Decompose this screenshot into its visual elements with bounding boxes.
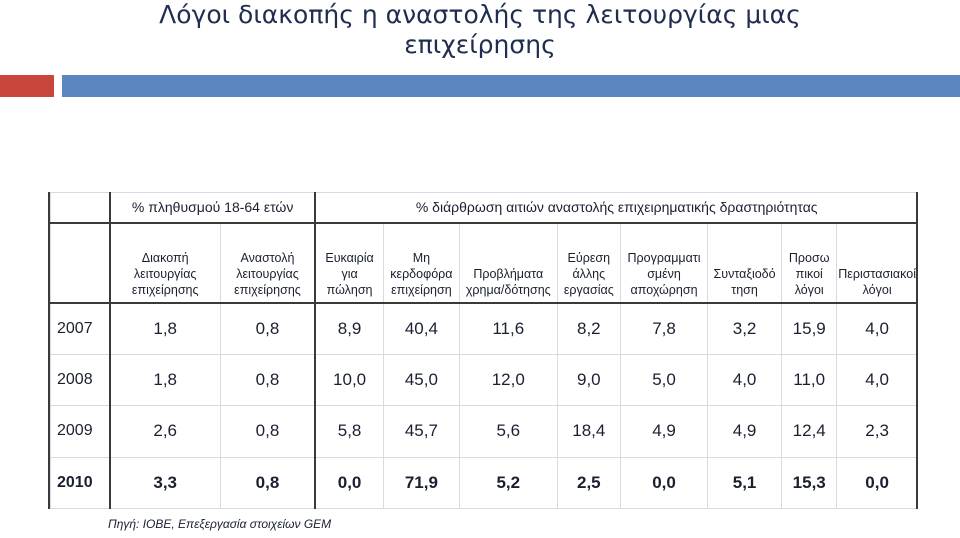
column-header-line: Διακοπή: [141, 250, 189, 265]
column-header: Προβλήματα χρημα/δότησης: [459, 222, 558, 303]
table-cell: 0,0: [314, 456, 384, 509]
column-header: Μη κερδοφόρα επιχείρηση: [382, 222, 461, 303]
table-cell: 5,0: [620, 353, 708, 406]
table-row: 2010 3,3 0,8 0,0 71,9 5,2 2,5 0,0 5,1 15,3 0,0: [49, 456, 918, 509]
table-cell: 11,0: [781, 353, 838, 406]
column-header-line: Προγραμματι: [627, 250, 701, 265]
column-header-line: επιχείρησης: [131, 282, 199, 297]
column-header-line: Συνταξιοδό: [713, 266, 776, 281]
table-cell: 45,0: [382, 353, 461, 406]
column-header-line: Περιστασιακοί: [838, 266, 916, 281]
column-header-line: Αναστολή: [240, 250, 295, 265]
table-cell: 4,0: [706, 353, 783, 406]
table-cell: 0,0: [620, 456, 708, 509]
row-year: 2009: [49, 405, 111, 458]
table-cell: 8,9: [314, 301, 384, 355]
column-header-line: επιχείρησης: [234, 282, 301, 297]
business-closure-table: % πληθυσμού 18-64 ετών % διάρθρωση αιτιώ…: [49, 192, 919, 509]
column-header: Συνταξιοδό τηση: [706, 222, 783, 303]
table-cell: 3,2: [706, 301, 783, 355]
table-cell: 0,0: [836, 456, 918, 509]
column-header-line: χρημα/δότησης: [465, 282, 551, 297]
column-header-line: λόγοι: [794, 282, 824, 297]
table-cell: 12,0: [459, 353, 558, 406]
corner-cell: [49, 222, 111, 303]
table-cell: 1,8: [109, 301, 221, 355]
column-header: Αναστολή λειτουργίας επιχείρησης: [219, 222, 317, 303]
column-header-line: κερδοφόρα: [390, 266, 453, 281]
table-right-border: [916, 192, 918, 509]
column-header-line: Εύρεση: [567, 250, 611, 265]
table-cell: 2,5: [556, 456, 622, 509]
row-year: 2008: [49, 353, 111, 406]
table-cell: 45,7: [382, 405, 461, 458]
table-cell: 3,3: [109, 456, 221, 509]
table-cell: 2,3: [836, 405, 918, 458]
column-header-line: εργασίας: [563, 282, 614, 297]
table-row: 2008 1,8 0,8 10,0 45,0 12,0 9,0 5,0 4,0 11,0 4,0: [49, 353, 918, 406]
column-header-line: τηση: [731, 282, 758, 297]
table-cell: 15,3: [781, 456, 838, 509]
row-year: 2010: [49, 456, 111, 509]
table-cell: 7,8: [620, 301, 708, 355]
table-cell: 11,6: [459, 301, 558, 355]
table-cell: 1,8: [109, 353, 221, 406]
table-cell: 4,9: [620, 405, 708, 458]
group-header-causes: % διάρθρωση αιτιών αναστολής επιχειρηματ…: [314, 192, 919, 224]
column-header-line: επιχείρηση: [391, 282, 452, 297]
table-cell: 8,2: [556, 301, 622, 355]
column-header: Προγραμματι σμένη αποχώρηση: [620, 222, 708, 303]
column-header-line: σμένη: [647, 266, 681, 281]
table-cell: 5,8: [314, 405, 384, 458]
table-cell: 10,0: [314, 353, 384, 406]
table-row: 2009 2,6 0,8 5,8 45,7 5,6 18,4 4,9 4,9 12,4 2,3: [49, 405, 918, 458]
slide-title-line1: Λόγοι διακοπής η αναστολής της λειτουργί…: [159, 0, 801, 29]
table-left-border: [48, 192, 50, 509]
table-cell: 5,2: [459, 456, 558, 509]
table-cell: 4,0: [836, 301, 918, 355]
column-header-line: Προσω: [788, 250, 830, 265]
slide-title: Λόγοι διακοπής η αναστολής της λειτουργί…: [0, 0, 960, 60]
column-header-line: λειτουργίας: [133, 266, 197, 281]
table-cell: 0,8: [219, 456, 317, 509]
accent-bar-red: [0, 75, 54, 97]
table-cell: 5,1: [706, 456, 783, 509]
table-cell: 12,4: [781, 405, 838, 458]
column-header-line: αποχώρηση: [630, 282, 698, 297]
slide-title-line2: επιχείρησης: [404, 30, 556, 59]
corner-cell: [49, 192, 111, 224]
table-cell: 4,0: [836, 353, 918, 406]
table-cell: 4,9: [706, 405, 783, 458]
table-cell: 5,6: [459, 405, 558, 458]
column-header-line: Ευκαιρία: [325, 250, 374, 265]
column-header-line: Μη: [412, 250, 431, 265]
group-header-population: % πληθυσμού 18-64 ετών: [109, 192, 317, 224]
row-year: 2007: [49, 301, 111, 355]
column-header: Εύρεση άλλης εργασίας: [556, 222, 622, 303]
source-note: Πηγή: ΙΟΒΕ, Επεξεργασία στοιχείων GEM: [108, 517, 332, 531]
column-header-line: λειτουργίας: [236, 266, 299, 281]
column-header: Ευκαιρία για πώληση: [314, 222, 384, 303]
column-header-line: πικοί: [795, 266, 823, 281]
column-header-line: πώληση: [326, 282, 373, 297]
table-cell: 0,8: [219, 353, 317, 406]
table-cell: 15,9: [781, 301, 838, 355]
column-header: Περιστασιακοί λόγοι: [836, 222, 918, 303]
table-row: 2007 1,8 0,8 8,9 40,4 11,6 8,2 7,8 3,2 15,9 4,0: [49, 301, 918, 355]
table-cell: 18,4: [556, 405, 622, 458]
column-header: Προσω πικοί λόγοι: [781, 222, 838, 303]
column-header-line: για: [341, 266, 358, 281]
column-header: Διακοπή λειτουργίας επιχείρησης: [109, 222, 221, 303]
column-header-line: Προβλήματα: [473, 266, 544, 281]
table-cell: 9,0: [556, 353, 622, 406]
table-cell: 0,8: [219, 405, 317, 458]
table-cell: 0,8: [219, 301, 317, 355]
table-cell: 2,6: [109, 405, 221, 458]
column-header-line: άλλης: [572, 266, 606, 281]
accent-bar-blue: [62, 75, 960, 97]
table-cell: 40,4: [382, 301, 461, 355]
table-cell: 71,9: [382, 456, 461, 509]
column-header-line: λόγοι: [862, 282, 892, 297]
